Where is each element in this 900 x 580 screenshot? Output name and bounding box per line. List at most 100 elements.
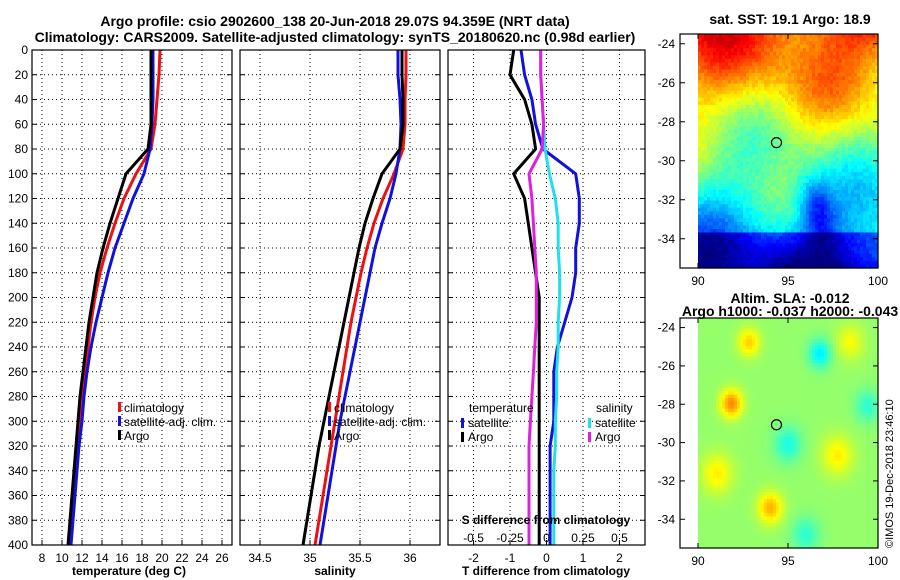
- map-y-tick-label: -34: [658, 232, 676, 246]
- map-cell: [833, 136, 837, 141]
- map-cell: [854, 34, 858, 39]
- map-cell: [740, 190, 744, 195]
- map-cell: [848, 349, 852, 354]
- map-cell: [776, 352, 780, 357]
- map-cell: [782, 345, 786, 350]
- map-cell: [737, 229, 741, 234]
- map-cell: [866, 207, 870, 212]
- map-cell: [827, 338, 831, 343]
- map-cell: [698, 239, 702, 244]
- map-cell: [713, 55, 717, 60]
- map-cell: [704, 158, 708, 163]
- map-cell: [809, 243, 813, 248]
- map-cell: [872, 243, 876, 248]
- map-cell: [869, 342, 873, 347]
- map-cell: [758, 179, 762, 184]
- map-cell: [827, 318, 831, 323]
- map-cell: [704, 218, 708, 223]
- map-cell: [860, 65, 864, 70]
- map-cell: [752, 129, 756, 134]
- map-cell: [749, 253, 753, 258]
- map-cell: [722, 143, 726, 148]
- map-cell: [875, 129, 879, 134]
- map-cell: [800, 321, 804, 326]
- map-cell: [845, 165, 849, 170]
- map-cell: [857, 260, 861, 265]
- map-cell: [710, 232, 714, 237]
- map-cell: [839, 331, 843, 336]
- map-cell: [872, 190, 876, 195]
- map-cell: [800, 328, 804, 333]
- map-cell: [773, 338, 777, 343]
- map-cell: [785, 136, 789, 141]
- map-cell: [770, 321, 774, 326]
- map-cell: [869, 338, 873, 343]
- map-cell: [845, 207, 849, 212]
- map-cell: [722, 126, 726, 131]
- map-cell: [836, 101, 840, 106]
- map-cell: [782, 218, 786, 223]
- map-cell: [791, 97, 795, 102]
- map-cell: [797, 246, 801, 251]
- series-line-argo: [301, 50, 405, 546]
- map-cell: [719, 221, 723, 226]
- map-cell: [872, 253, 876, 258]
- map-cell: [794, 239, 798, 244]
- map-cell: [821, 115, 825, 120]
- map-cell: [758, 190, 762, 195]
- map-cell: [707, 73, 711, 78]
- map-cell: [821, 352, 825, 357]
- map-cell: [821, 349, 825, 354]
- map-cell: [839, 136, 843, 141]
- map-cell: [749, 221, 753, 226]
- map-cell: [731, 250, 735, 255]
- map-cell: [713, 345, 717, 350]
- map-cell: [755, 122, 759, 127]
- map-cell: [839, 34, 843, 39]
- map-cell: [722, 246, 726, 251]
- map-cell: [809, 129, 813, 134]
- map-cell: [842, 207, 846, 212]
- map-cell: [701, 257, 705, 262]
- map-cell: [803, 165, 807, 170]
- map-cell: [785, 73, 789, 78]
- map-cell: [776, 44, 780, 49]
- map-cell: [845, 76, 849, 81]
- map-cell: [743, 115, 747, 120]
- map-cell: [782, 136, 786, 141]
- map-cell: [794, 349, 798, 354]
- map-cell: [872, 62, 876, 67]
- map-cell: [761, 108, 765, 113]
- map-cell: [752, 186, 756, 191]
- map-cell: [794, 126, 798, 131]
- map-cell: [821, 257, 825, 262]
- map-cell: [803, 41, 807, 46]
- map-cell: [710, 197, 714, 202]
- map-cell: [704, 331, 708, 336]
- map-cell: [848, 140, 852, 145]
- map-cell: [725, 65, 729, 70]
- map-cell: [782, 69, 786, 74]
- map-cell: [701, 165, 705, 170]
- map-cell: [716, 325, 720, 330]
- map-cell: [827, 193, 831, 198]
- map-cell: [827, 328, 831, 333]
- map-cell: [743, 246, 747, 251]
- map-cell: [860, 80, 864, 85]
- map-cell: [731, 129, 735, 134]
- map-cell: [758, 76, 762, 81]
- map-cell: [701, 65, 705, 70]
- map-cell: [737, 243, 741, 248]
- map-cell: [845, 41, 849, 46]
- map-cell: [761, 186, 765, 191]
- map-cell: [710, 200, 714, 205]
- map-cell: [716, 161, 720, 166]
- map-cell: [809, 232, 813, 237]
- map-cell: [872, 342, 876, 347]
- map-cell: [764, 151, 768, 156]
- map-y-tick-label: -30: [658, 154, 676, 168]
- map-cell: [833, 140, 837, 145]
- map-cell: [761, 34, 765, 39]
- map-cell: [794, 168, 798, 173]
- map-cell: [707, 331, 711, 336]
